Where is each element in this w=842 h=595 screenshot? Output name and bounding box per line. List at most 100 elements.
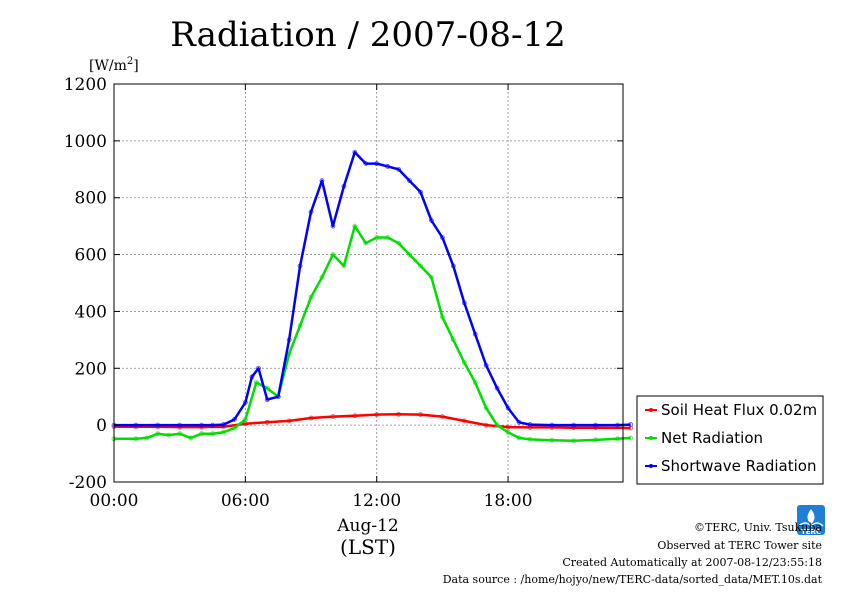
x-tick-label: 00:00	[90, 491, 139, 511]
series-point-1	[341, 263, 347, 269]
wave-icon	[798, 522, 824, 528]
series-point-1	[221, 429, 226, 435]
unit-close: ]	[133, 58, 138, 74]
y-tick-label: 1200	[64, 75, 107, 95]
series-point-1	[363, 240, 369, 246]
series-point-2	[330, 223, 336, 229]
series-point-0	[505, 424, 511, 430]
series-point-1	[494, 422, 500, 428]
series-point-1	[199, 431, 204, 437]
legend-marker	[649, 464, 653, 468]
series-point-1	[628, 435, 634, 441]
series-point-2	[418, 189, 423, 195]
series-point-2	[483, 363, 489, 368]
series-point-0	[483, 422, 489, 428]
series-point-1	[505, 429, 511, 435]
series-point-0	[439, 414, 445, 420]
series-point-0	[264, 419, 270, 425]
series-point-2	[177, 422, 183, 428]
series-point-0	[418, 412, 423, 418]
series-point-2	[407, 178, 412, 184]
series-point-1	[133, 436, 139, 442]
series-point-1	[232, 425, 237, 431]
series-point-1	[330, 252, 336, 257]
series-point-1	[210, 431, 215, 437]
series-point-0	[286, 418, 292, 424]
series-point-2	[628, 422, 634, 427]
series-point-1	[385, 235, 391, 240]
series-point-2	[461, 300, 467, 306]
series-point-1	[319, 274, 325, 280]
series-point-1	[177, 431, 183, 437]
series-point-1	[166, 432, 172, 438]
series-point-1	[549, 437, 555, 443]
series-point-1	[439, 314, 445, 320]
series-point-2	[133, 422, 139, 428]
series-point-2	[341, 183, 347, 189]
series-point-2	[297, 263, 303, 269]
series-point-1	[516, 435, 522, 441]
chart-title: Radiation / 2007-08-12	[170, 15, 566, 55]
series-point-2	[199, 422, 204, 428]
series-point-1	[144, 435, 150, 441]
series-point-2	[385, 164, 391, 169]
series-point-2	[450, 263, 456, 269]
x-tick-label: 18:00	[484, 491, 533, 511]
series-point-1	[571, 438, 577, 444]
series-point-2	[210, 422, 215, 428]
series-point-1	[253, 380, 259, 385]
unit-superscript: 2	[127, 56, 133, 67]
series-point-2	[439, 235, 445, 240]
series-point-1	[188, 435, 194, 441]
legend-marker	[649, 436, 653, 440]
terc-logo: TERC	[797, 505, 825, 536]
legend-label: Soil Heat Flux 0.02m	[661, 401, 817, 419]
series-point-1	[615, 436, 620, 442]
series-point-1	[297, 323, 303, 329]
series-point-0	[396, 411, 402, 417]
unit-main: [W/m	[89, 58, 127, 74]
series-line-2	[114, 150, 631, 427]
series-point-2	[232, 417, 237, 422]
series-point-2	[319, 178, 325, 184]
observed-site-text: Observed at TERC Tower site	[657, 539, 822, 552]
series-point-0	[308, 415, 314, 421]
water-drop-icon	[807, 509, 815, 524]
data-source-text: Data source : /home/hojyo/new/TERC-data/…	[443, 573, 823, 586]
legend: Soil Heat Flux 0.02m Net Radiation Shortwa…	[645, 401, 817, 475]
series-point-2	[308, 209, 314, 215]
series-point-1	[242, 417, 248, 422]
legend-label: Net Radiation	[661, 429, 763, 447]
series-point-2	[352, 149, 358, 155]
x-tick-label: 06:00	[221, 491, 270, 511]
x-tick-label: 12:00	[352, 491, 401, 511]
series-layer	[111, 149, 634, 444]
y-tick-label: -200	[69, 473, 107, 493]
series-point-2	[429, 218, 434, 223]
series-point-2	[256, 365, 261, 371]
y-tick-label: 400	[75, 302, 107, 322]
created-timestamp-text: Created Automatically at 2007-08-12/23:5…	[562, 556, 822, 569]
y-tick-label: 800	[75, 189, 107, 209]
series-point-0	[352, 413, 358, 419]
x-axis-timezone-label: (LST)	[340, 535, 396, 559]
series-point-1	[450, 337, 456, 343]
series-point-1	[483, 405, 489, 411]
series-point-1	[407, 252, 412, 257]
logo-text: TERC	[801, 528, 821, 536]
x-axis-date-label: Aug-12	[336, 516, 398, 536]
y-axis-unit-label: [W/m2]	[89, 56, 139, 74]
series-point-1	[461, 360, 467, 366]
series-point-2	[571, 422, 577, 428]
series-point-2	[549, 422, 555, 428]
plot-frame	[113, 83, 624, 483]
series-point-1	[396, 240, 402, 246]
series-point-0	[461, 418, 467, 424]
series-point-1	[352, 223, 358, 229]
series-point-1	[593, 437, 599, 443]
series-point-2	[472, 331, 478, 337]
series-point-2	[264, 397, 270, 402]
series-point-2	[242, 399, 248, 405]
series-point-1	[418, 263, 423, 269]
